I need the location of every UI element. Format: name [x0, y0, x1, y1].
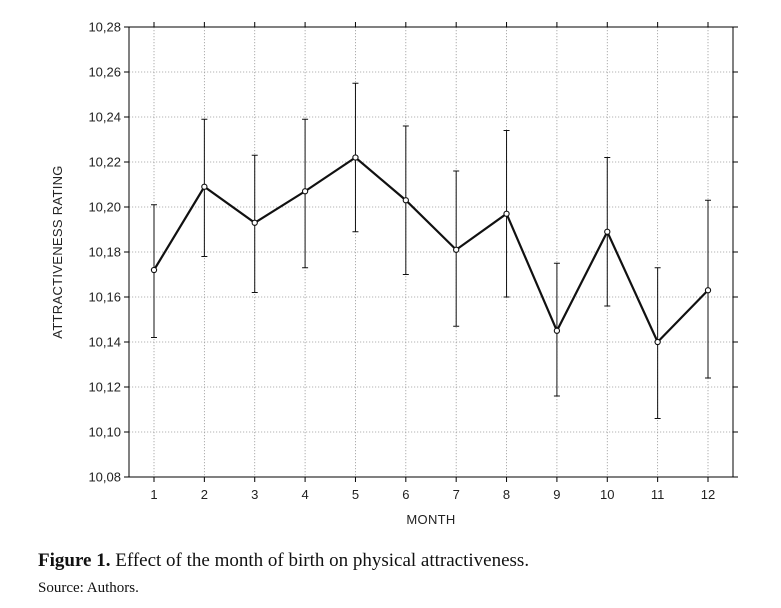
- x-tick-label: 4: [301, 487, 308, 502]
- data-point: [201, 183, 208, 190]
- y-axis-title: ATTRACTIVENESS RATING: [50, 165, 65, 338]
- y-tick-label: 10,26: [88, 65, 121, 80]
- x-tick-label: 7: [453, 487, 460, 502]
- x-tick-label: 6: [402, 487, 409, 502]
- data-point: [654, 338, 661, 346]
- y-tick-label: 10,18: [88, 245, 121, 260]
- data-point: [150, 266, 158, 274]
- y-tick-label: 10,20: [88, 200, 121, 215]
- data-point: [301, 188, 309, 195]
- x-tick-label: 11: [651, 487, 665, 502]
- figure-source: Source: Authors.: [38, 580, 139, 596]
- y-tick-label: 10,12: [88, 380, 121, 395]
- x-tick-label: 12: [701, 487, 715, 502]
- figure-caption: Figure 1. Effect of the month of birth o…: [38, 550, 758, 572]
- x-tick-label: 1: [150, 487, 157, 502]
- data-point: [251, 219, 258, 226]
- series-line: [153, 156, 709, 344]
- x-axis-title: MONTH: [406, 512, 455, 527]
- error-bars: [151, 82, 711, 419]
- data-points: [150, 154, 712, 346]
- axis-ticks: [124, 22, 738, 482]
- y-tick-label: 10,16: [88, 290, 121, 305]
- y-tick-label: 10,14: [88, 335, 121, 350]
- x-tick-label: 5: [352, 487, 359, 502]
- y-axis-tick-labels: 10,08 10,10 10,12 10,14 10,16 10,18 10,20 10,22…: [88, 20, 121, 485]
- x-tick-label: 8: [503, 487, 510, 502]
- data-point: [704, 287, 712, 294]
- figure-caption-text: Effect of the month of birth on physical…: [110, 550, 530, 571]
- figure-label: Figure 1.: [38, 550, 111, 571]
- data-point: [503, 210, 510, 217]
- x-tick-label: 9: [553, 487, 560, 502]
- data-point: [402, 197, 409, 204]
- y-tick-label: 10,08: [88, 470, 121, 485]
- x-tick-label: 2: [201, 487, 208, 502]
- y-tick-label: 10,24: [88, 110, 121, 125]
- x-axis-tick-labels: 1 2 3 4 5 6 7 8 9 10 11 12: [150, 487, 715, 502]
- data-point: [352, 154, 359, 161]
- x-tick-label: 10: [600, 487, 614, 502]
- chart-grid: [129, 27, 733, 477]
- chart: 10,08 10,10 10,12 10,14 10,16 10,18 10,20 10,22…: [50, 20, 738, 527]
- data-point: [604, 228, 611, 235]
- y-tick-label: 10,10: [88, 425, 121, 440]
- data-point: [553, 327, 561, 334]
- data-point: [453, 246, 460, 253]
- y-tick-label: 10,22: [88, 155, 121, 170]
- y-tick-label: 10,28: [88, 20, 121, 35]
- x-tick-label: 3: [251, 487, 258, 502]
